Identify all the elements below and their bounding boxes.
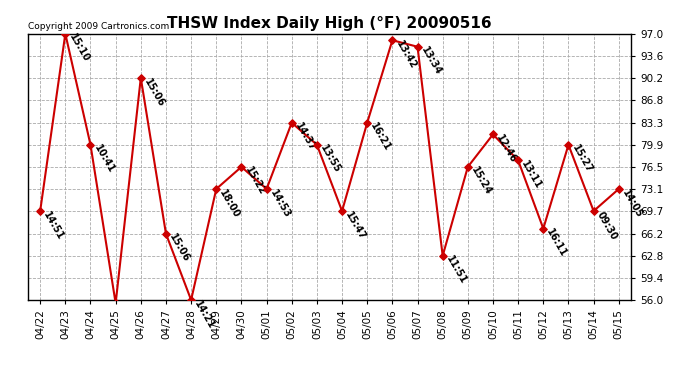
Text: 11:51: 11:51 xyxy=(444,255,469,286)
Point xyxy=(236,164,247,170)
Title: THSW Index Daily High (°F) 20090516: THSW Index Daily High (°F) 20090516 xyxy=(167,16,492,31)
Point xyxy=(261,186,272,192)
Text: 14:51: 14:51 xyxy=(41,210,66,242)
Text: 15:06: 15:06 xyxy=(168,232,192,264)
Point xyxy=(387,37,398,43)
Text: 10:41: 10:41 xyxy=(92,143,116,175)
Text: 13:55: 13:55 xyxy=(318,143,342,175)
Text: 15:10: 15:10 xyxy=(67,32,91,64)
Text: Copyright 2009 Cartronics.com: Copyright 2009 Cartronics.com xyxy=(28,22,169,31)
Text: 14:37: 14:37 xyxy=(293,122,317,153)
Text: 14:53: 14:53 xyxy=(268,188,292,219)
Point xyxy=(462,164,473,170)
Text: 13:11: 13:11 xyxy=(520,159,544,191)
Text: 13:42: 13:42 xyxy=(394,39,418,71)
Point xyxy=(588,208,599,214)
Text: 15:06: 15:06 xyxy=(142,76,166,108)
Text: 16:21: 16:21 xyxy=(368,122,393,153)
Point xyxy=(161,231,172,237)
Text: 15:24: 15:24 xyxy=(469,165,493,197)
Text: 14:05: 14:05 xyxy=(620,188,644,219)
Text: 18:21: 18:21 xyxy=(0,374,1,375)
Point xyxy=(337,208,348,214)
Point xyxy=(85,142,96,148)
Text: 14:21: 14:21 xyxy=(193,298,217,330)
Point xyxy=(286,120,297,126)
Point xyxy=(210,186,221,192)
Point xyxy=(135,75,146,81)
Point xyxy=(437,253,448,259)
Point xyxy=(60,31,71,37)
Point xyxy=(487,131,498,137)
Point xyxy=(186,297,197,303)
Text: 13:34: 13:34 xyxy=(419,45,443,77)
Point xyxy=(311,142,322,148)
Text: 09:30: 09:30 xyxy=(595,210,619,242)
Point xyxy=(513,158,524,164)
Point xyxy=(613,186,624,192)
Point xyxy=(362,120,373,126)
Text: 16:11: 16:11 xyxy=(544,227,569,259)
Text: 15:22: 15:22 xyxy=(243,165,267,197)
Point xyxy=(563,142,574,148)
Point xyxy=(538,226,549,232)
Point xyxy=(34,208,46,214)
Text: 15:47: 15:47 xyxy=(344,210,368,242)
Point xyxy=(412,44,423,50)
Text: 12:46: 12:46 xyxy=(494,133,519,165)
Text: 15:27: 15:27 xyxy=(570,143,594,175)
Text: 18:00: 18:00 xyxy=(217,188,242,219)
Point xyxy=(110,300,121,306)
